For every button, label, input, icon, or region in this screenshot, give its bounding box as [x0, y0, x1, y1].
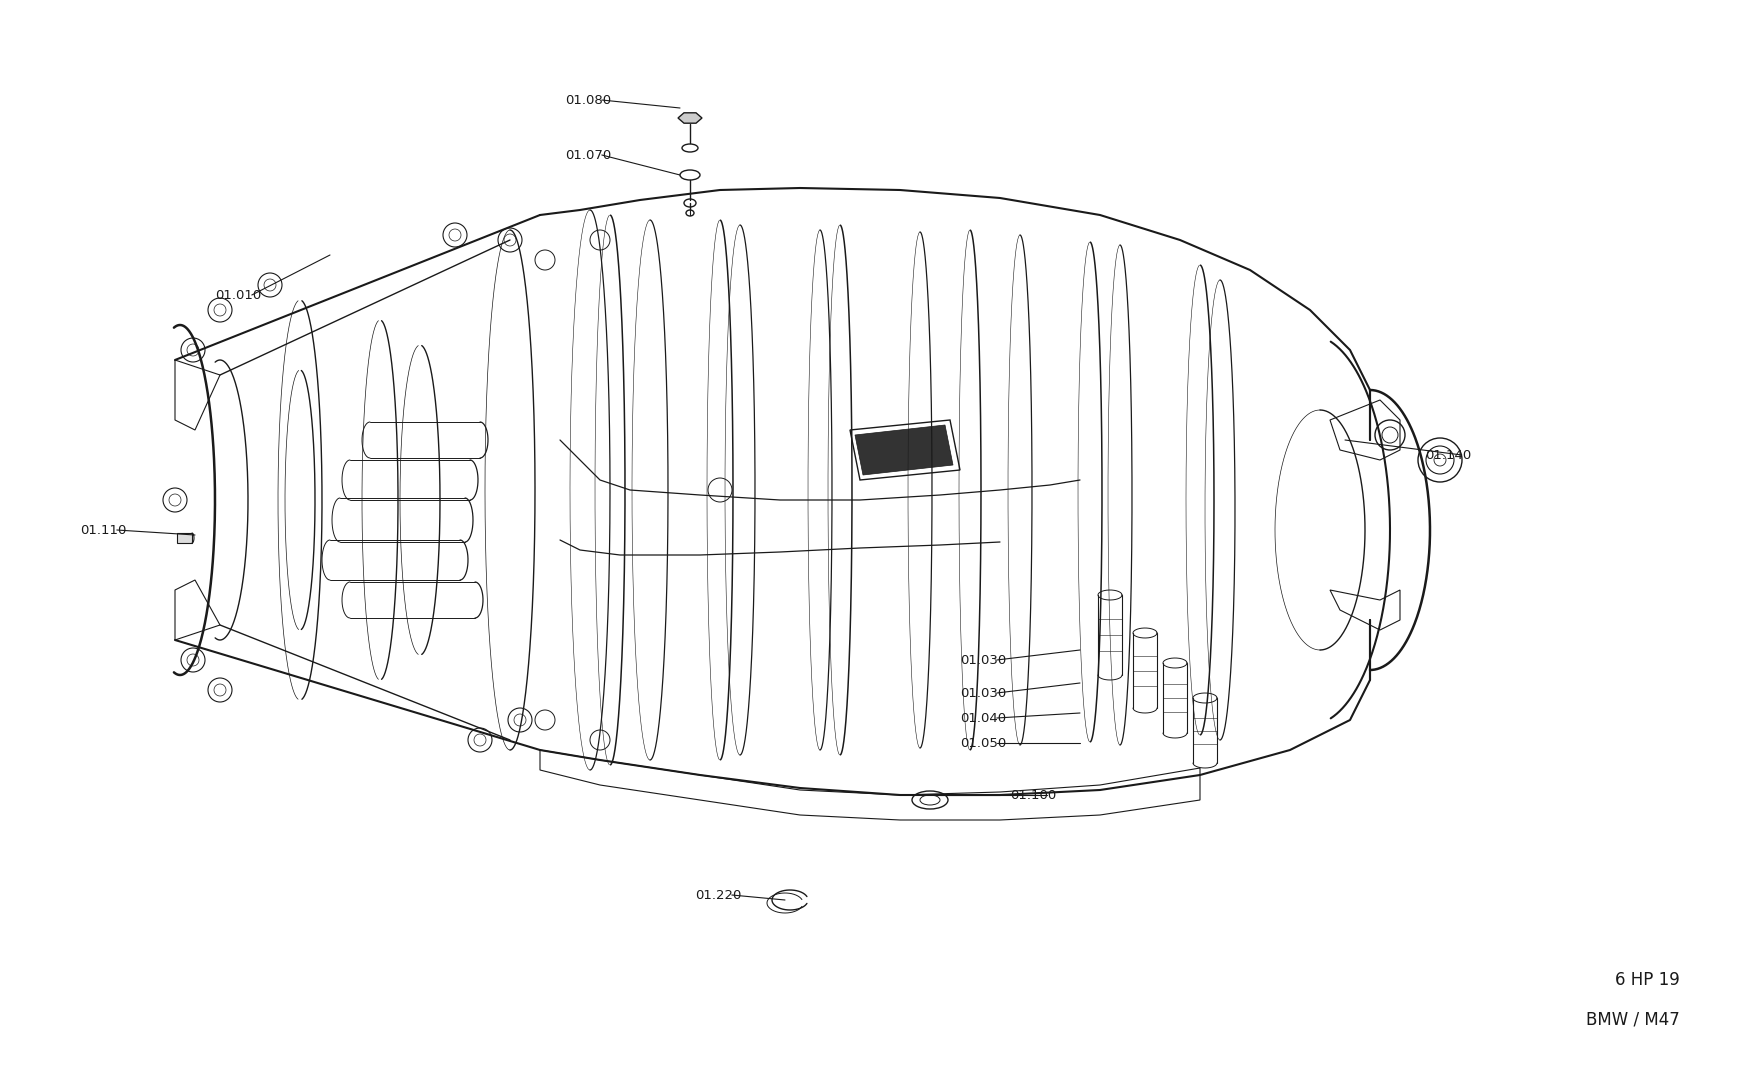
Ellipse shape: [170, 494, 180, 506]
Ellipse shape: [264, 279, 276, 291]
Ellipse shape: [214, 685, 226, 697]
Text: 01.220: 01.220: [695, 888, 742, 901]
Ellipse shape: [187, 654, 200, 666]
Text: 01.040: 01.040: [961, 712, 1006, 725]
Text: 01.070: 01.070: [565, 148, 611, 161]
Polygon shape: [677, 112, 702, 123]
Text: 01.140: 01.140: [1424, 448, 1472, 461]
Ellipse shape: [450, 229, 460, 241]
Ellipse shape: [504, 234, 516, 246]
Ellipse shape: [214, 304, 226, 316]
Text: 01.100: 01.100: [1010, 788, 1057, 801]
Ellipse shape: [187, 344, 200, 356]
Text: 01.050: 01.050: [961, 737, 1006, 750]
Text: 6 HP 19: 6 HP 19: [1615, 971, 1680, 989]
Text: 01.080: 01.080: [565, 94, 611, 107]
Polygon shape: [850, 420, 961, 480]
Text: 01.030: 01.030: [961, 654, 1006, 666]
Text: 01.110: 01.110: [80, 523, 126, 536]
Ellipse shape: [474, 734, 487, 746]
Text: BMW / M47: BMW / M47: [1586, 1012, 1680, 1029]
Polygon shape: [177, 533, 192, 543]
Polygon shape: [856, 425, 954, 475]
Text: 01.010: 01.010: [215, 289, 261, 302]
Ellipse shape: [514, 714, 527, 726]
Text: 01.030: 01.030: [961, 687, 1006, 700]
